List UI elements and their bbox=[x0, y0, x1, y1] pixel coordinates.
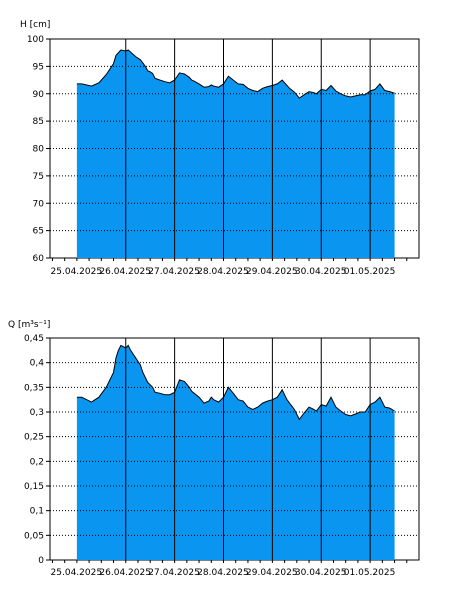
y-tick-label: 0,3 bbox=[30, 408, 44, 418]
y-tick-label: 80 bbox=[33, 145, 45, 155]
y-tick-label: 60 bbox=[33, 254, 45, 264]
x-tick-label: 28.04.2025 bbox=[197, 568, 249, 578]
y-axis-label: H [cm] bbox=[20, 20, 50, 30]
x-tick-label: 25.04.2025 bbox=[51, 267, 103, 277]
x-tick-label: 26.04.2025 bbox=[99, 568, 151, 578]
y-axis-label: Q [m³s⁻¹] bbox=[8, 320, 50, 330]
y-tick-label: 95 bbox=[33, 62, 44, 72]
x-tick-label: 29.04.2025 bbox=[246, 267, 298, 277]
x-tick-label: 01.05.2025 bbox=[344, 267, 396, 277]
y-tick-label: 0,25 bbox=[24, 433, 44, 443]
y-tick-label: 0,1 bbox=[30, 507, 44, 517]
y-tick-label: 0,4 bbox=[30, 359, 45, 369]
y-tick-label: 70 bbox=[33, 199, 45, 209]
y-tick-label: 65 bbox=[33, 227, 44, 237]
x-tick-label: 30.04.2025 bbox=[295, 568, 347, 578]
y-tick-label: 75 bbox=[33, 172, 44, 182]
y-tick-label: 90 bbox=[33, 90, 45, 100]
y-tick-label: 0,2 bbox=[30, 457, 44, 467]
series-area bbox=[76, 50, 395, 258]
y-tick-label: 0 bbox=[38, 556, 44, 566]
y-tick-label: 0,05 bbox=[24, 531, 44, 541]
x-tick-label: 28.04.2025 bbox=[197, 267, 249, 277]
x-tick-label: 27.04.2025 bbox=[148, 267, 200, 277]
y-tick-label: 0,45 bbox=[24, 334, 44, 344]
x-tick-label: 27.04.2025 bbox=[148, 568, 200, 578]
y-tick-label: 0,35 bbox=[24, 383, 44, 393]
series-area bbox=[76, 345, 395, 560]
y-tick-label: 85 bbox=[33, 117, 44, 127]
x-tick-label: 26.04.2025 bbox=[99, 267, 151, 277]
x-tick-label: 29.04.2025 bbox=[246, 568, 298, 578]
y-tick-label: 100 bbox=[27, 35, 44, 45]
x-tick-label: 01.05.2025 bbox=[344, 568, 396, 578]
x-tick-label: 30.04.2025 bbox=[295, 267, 347, 277]
x-tick-label: 25.04.2025 bbox=[51, 568, 103, 578]
y-tick-label: 0,15 bbox=[24, 482, 44, 492]
